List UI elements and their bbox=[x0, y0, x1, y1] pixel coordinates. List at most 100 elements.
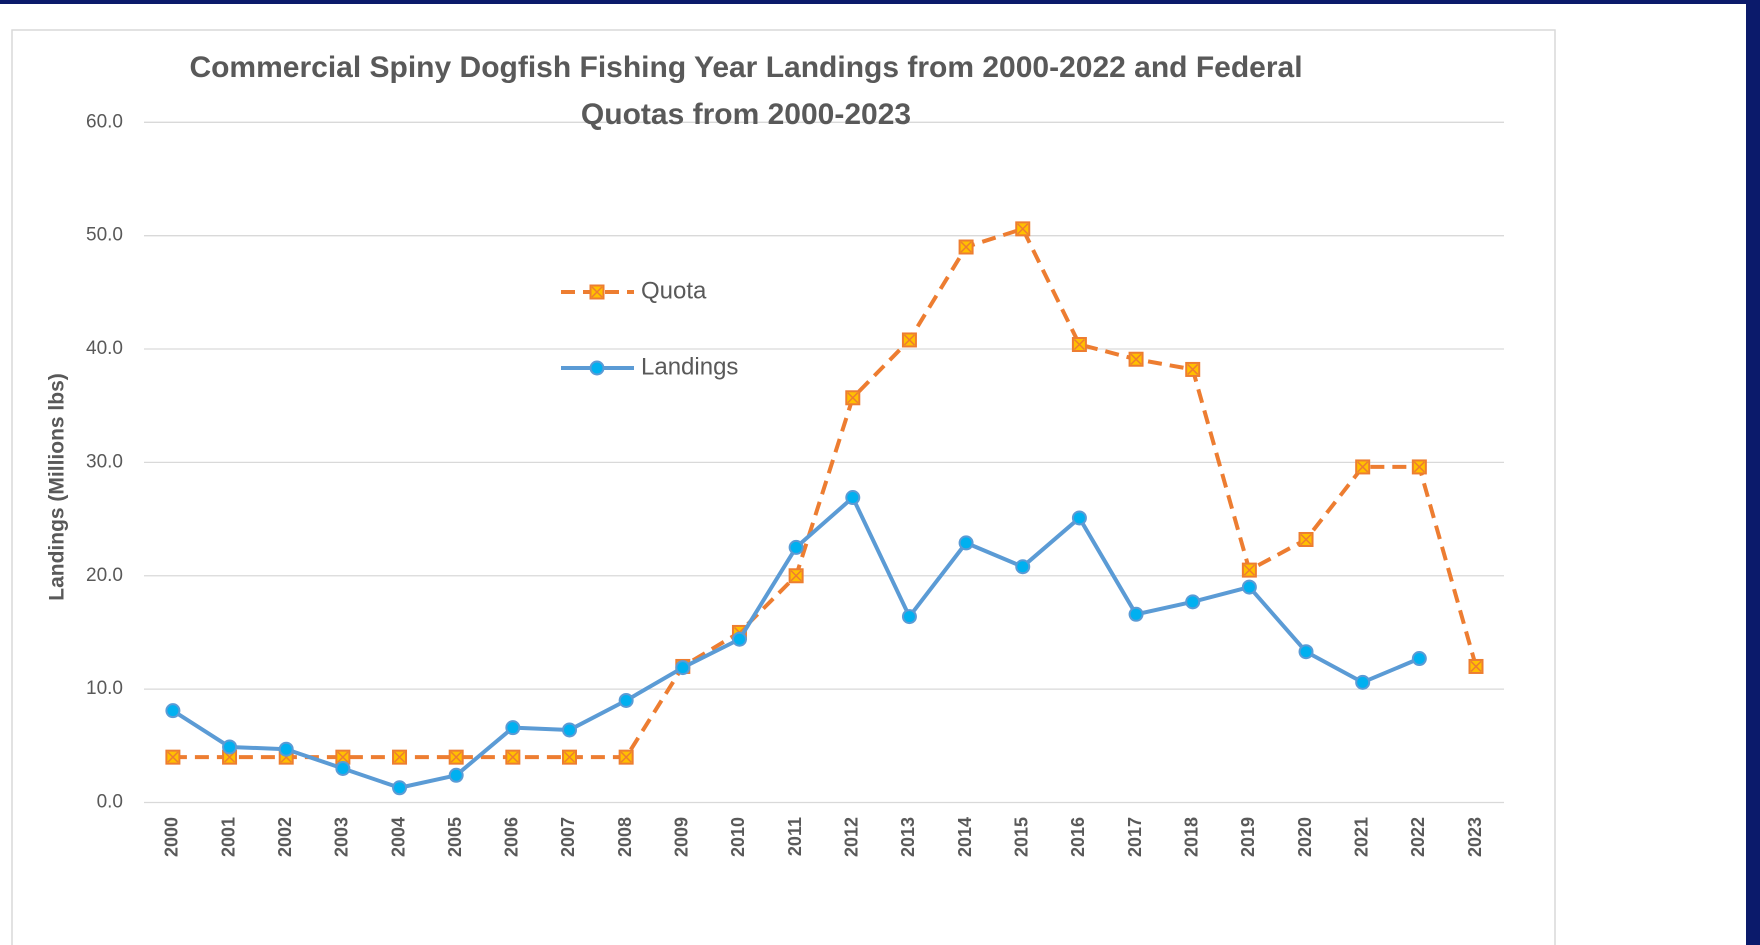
right-border bbox=[1746, 0, 1760, 945]
point-cross bbox=[1357, 461, 1369, 473]
point-cross bbox=[847, 392, 859, 404]
point-cross bbox=[591, 286, 603, 298]
point bbox=[618, 692, 634, 708]
y-tick-label: 20.0 bbox=[86, 565, 123, 586]
point bbox=[1411, 459, 1427, 475]
legend-label: Quota bbox=[641, 277, 707, 304]
x-tick-label: 2006 bbox=[502, 817, 522, 857]
x-tick-label: 2016 bbox=[1068, 817, 1088, 857]
point bbox=[505, 749, 521, 765]
x-tick-label: 2008 bbox=[615, 817, 635, 857]
x-tick-label: 2005 bbox=[445, 817, 465, 857]
point bbox=[845, 390, 861, 406]
y-tick-label: 0.0 bbox=[97, 792, 123, 813]
point-cross bbox=[1017, 223, 1029, 235]
x-tick-label: 2020 bbox=[1295, 817, 1315, 857]
point bbox=[561, 749, 577, 765]
x-tick-label: 2015 bbox=[1011, 817, 1031, 857]
point bbox=[1468, 658, 1484, 674]
chart-panel bbox=[11, 29, 1556, 945]
point bbox=[618, 749, 634, 765]
point bbox=[958, 535, 974, 551]
x-tick-label: 2017 bbox=[1125, 817, 1145, 857]
x-tick-label: 2001 bbox=[218, 817, 238, 857]
x-tick-label: 2013 bbox=[898, 817, 918, 857]
point bbox=[1015, 559, 1031, 575]
point bbox=[788, 568, 804, 584]
point-cross bbox=[167, 751, 179, 763]
x-tick-label: 2021 bbox=[1351, 817, 1371, 857]
point-cross bbox=[1243, 564, 1255, 576]
point bbox=[1298, 644, 1314, 660]
point-cross bbox=[790, 570, 802, 582]
x-tick-label: 2018 bbox=[1181, 817, 1201, 857]
point bbox=[675, 660, 691, 676]
point bbox=[392, 780, 408, 796]
point-cross bbox=[563, 751, 576, 763]
x-tick-label: 2003 bbox=[332, 817, 352, 857]
point-cross bbox=[620, 751, 632, 763]
point bbox=[165, 749, 181, 765]
point bbox=[901, 332, 917, 348]
x-tick-label: 2009 bbox=[672, 817, 692, 857]
point-cross bbox=[1073, 338, 1085, 351]
point bbox=[589, 284, 605, 300]
point bbox=[392, 749, 408, 765]
point bbox=[589, 360, 605, 376]
y-tick-label: 60.0 bbox=[86, 111, 123, 132]
plot: Quota Landings bbox=[165, 221, 1484, 796]
chart-title: Commercial Spiny Dogfish Fishing Year La… bbox=[189, 51, 1303, 131]
x-tick-label: 2004 bbox=[388, 817, 408, 857]
point-cross bbox=[1300, 533, 1312, 546]
point bbox=[1355, 459, 1371, 475]
grid: 0.0 10.0 20.0 30.0 40.0 50.0 60.0 2000 2001 2002 2… bbox=[86, 111, 1504, 857]
x-tick-label: 2007 bbox=[558, 817, 578, 857]
point bbox=[1185, 361, 1201, 377]
point-cross bbox=[507, 751, 519, 763]
point bbox=[788, 539, 804, 555]
x-tick-label: 2002 bbox=[275, 817, 295, 857]
point bbox=[1355, 674, 1371, 690]
point bbox=[731, 631, 747, 647]
series-line bbox=[172, 226, 1478, 760]
x-tick-label: 2014 bbox=[955, 817, 975, 857]
x-tick-label: 2019 bbox=[1238, 817, 1258, 857]
point bbox=[505, 720, 521, 736]
point bbox=[278, 741, 294, 757]
point bbox=[1071, 510, 1087, 526]
y-tick-label: 30.0 bbox=[86, 451, 123, 472]
y-tick-label: 50.0 bbox=[86, 225, 123, 246]
point bbox=[335, 760, 351, 776]
y-tick-label: 10.0 bbox=[86, 678, 123, 699]
x-tick-label: 2012 bbox=[842, 817, 862, 857]
x-tick-label: 2023 bbox=[1465, 817, 1485, 857]
point bbox=[448, 749, 464, 765]
x-tick-label: 2000 bbox=[162, 817, 182, 857]
point bbox=[845, 490, 861, 506]
point bbox=[1071, 336, 1087, 352]
point-cross bbox=[960, 241, 972, 253]
point-cross bbox=[1187, 363, 1199, 375]
point-cross bbox=[450, 751, 462, 763]
point-cross bbox=[393, 751, 406, 763]
x-tick-label: 2022 bbox=[1408, 817, 1428, 857]
point bbox=[165, 703, 181, 719]
point bbox=[1185, 594, 1201, 610]
point-cross bbox=[1470, 660, 1482, 672]
point bbox=[1128, 606, 1144, 622]
point bbox=[1298, 531, 1314, 547]
point-cross bbox=[1413, 461, 1425, 473]
x-tick-label: 2011 bbox=[785, 817, 805, 856]
point bbox=[1411, 651, 1427, 667]
point-cross bbox=[1130, 353, 1142, 365]
point bbox=[448, 767, 464, 783]
x-tick-label: 2010 bbox=[728, 817, 748, 857]
point-cross bbox=[224, 751, 236, 763]
y-axis-label: Landings (Millions lbs) bbox=[46, 373, 69, 601]
point bbox=[1241, 562, 1257, 578]
point bbox=[901, 609, 917, 625]
point bbox=[1015, 221, 1031, 237]
point-cross bbox=[337, 751, 349, 763]
